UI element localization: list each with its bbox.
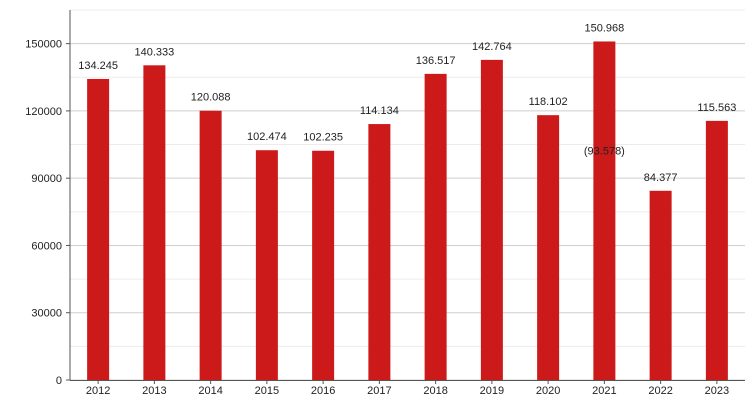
x-tick-label: 2020 [536, 385, 560, 397]
bar-2013 [143, 65, 166, 381]
bar-2014 [199, 110, 222, 380]
x-tick-label: 2018 [423, 385, 447, 397]
axes [69, 10, 745, 381]
x-tick-label: 2015 [255, 385, 279, 397]
data-label: 142.764 [472, 41, 512, 53]
data-label: 136.517 [416, 55, 456, 67]
data-label: 134.245 [78, 60, 118, 72]
bar-2021 [593, 41, 616, 380]
annotations: (93.578) [584, 146, 625, 158]
data-label: 118.102 [529, 96, 568, 108]
x-tick-label: 2014 [198, 385, 222, 397]
data-label: 84.377 [644, 172, 678, 184]
y-tick-label: 90000 [31, 173, 62, 185]
x-tick-label: 2021 [592, 385, 616, 397]
bar-2017 [368, 124, 391, 381]
x-tick-label: 2023 [705, 385, 729, 397]
x-tick-label: 2022 [648, 385, 672, 397]
x-tick-label: 2017 [367, 385, 391, 397]
bar-2016 [312, 150, 335, 380]
x-tick-label: 2016 [311, 385, 335, 397]
x-tick-label: 2013 [142, 385, 166, 397]
bar-2015 [255, 150, 278, 380]
bar-2018 [424, 73, 447, 380]
y-tick-label: 120000 [25, 106, 62, 118]
data-label: 115.563 [697, 102, 736, 114]
x-tick-label: 2012 [86, 385, 110, 397]
y-tick-label: 150000 [25, 39, 62, 51]
bar-2012 [87, 78, 110, 380]
bars [87, 41, 728, 381]
data-label: 120.088 [191, 92, 231, 104]
x-axis-ticks: 2012 2013 2014 2015 2016 2017 2018 2019 2020 2021… [86, 380, 729, 397]
data-label: 150.968 [584, 22, 624, 34]
data-label: 102.474 [247, 131, 287, 143]
bar-value-labels: 134.245 140.333 120.088 102.474 102.235 114.1… [78, 22, 736, 183]
y-tick-label: 0 [56, 375, 62, 387]
y-tick-label: 60000 [31, 240, 62, 252]
data-label: 102.235 [303, 132, 343, 144]
bar-2020 [537, 115, 560, 380]
data-label: 140.333 [134, 46, 174, 58]
annotation-label: (93.578) [584, 146, 625, 158]
bar-2023 [705, 120, 728, 380]
data-label: 114.134 [360, 105, 399, 117]
bar-2019 [480, 59, 503, 380]
gridlines [70, 9, 745, 381]
y-axis-ticks: 0 30000 60000 90000 120000 150000 [25, 39, 70, 387]
bar-2022 [649, 190, 672, 380]
y-tick-label: 30000 [31, 308, 62, 320]
x-tick-label: 2019 [480, 385, 504, 397]
